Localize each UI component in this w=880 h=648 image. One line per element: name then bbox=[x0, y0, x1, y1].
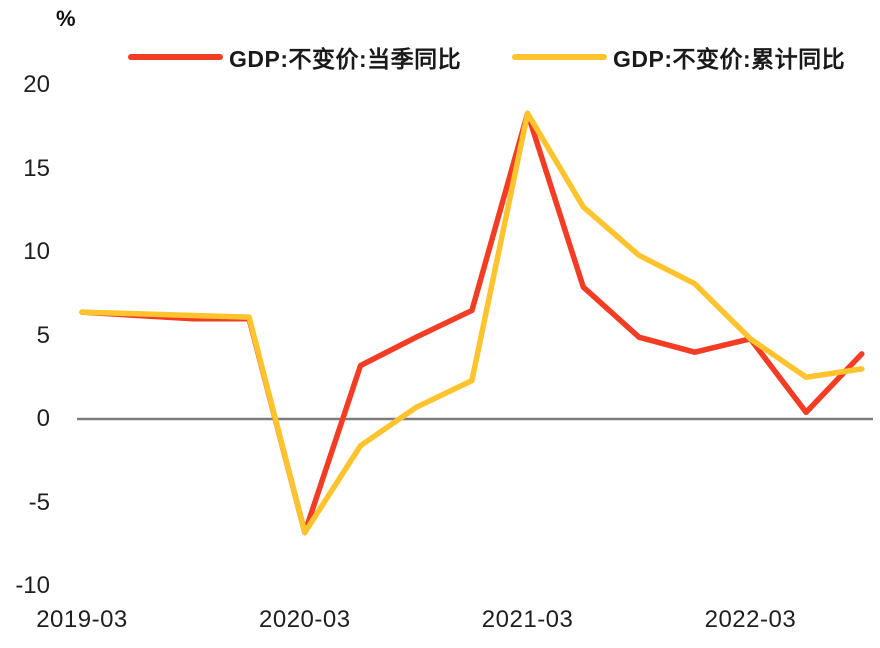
legend-swatch-quarterly bbox=[128, 54, 223, 60]
series-line-quarterly-yoy bbox=[79, 110, 865, 536]
legend-item-quarterly: GDP:不变价:当季同比 bbox=[128, 42, 461, 72]
x-tick-label: 2020-03 bbox=[259, 606, 351, 633]
x-tick-label: 2019-03 bbox=[36, 606, 128, 633]
y-tick-label: 10 bbox=[23, 238, 50, 265]
x-tick-label: 2021-03 bbox=[481, 606, 574, 633]
series-line-cumulative-yoy bbox=[79, 110, 865, 536]
y-tick-label: 15 bbox=[23, 154, 50, 182]
y-tick-label: 0 bbox=[36, 405, 50, 432]
legend-label-quarterly: GDP:不变价:当季同比 bbox=[229, 46, 462, 72]
legend-swatch-cumulative bbox=[512, 54, 607, 60]
chart-legend: GDP:不变价:当季同比 GDP:不变价:累计同比 bbox=[0, 42, 880, 72]
x-tick-label: 2022-03 bbox=[704, 606, 797, 633]
y-tick-label: 5 bbox=[36, 321, 50, 349]
y-tick-label: 20 bbox=[23, 71, 50, 98]
y-tick-label: -5 bbox=[28, 488, 50, 516]
legend-label-cumulative: GDP:不变价:累计同比 bbox=[613, 46, 846, 72]
y-axis-unit-label: % bbox=[56, 6, 76, 31]
y-tick-label: -10 bbox=[15, 572, 50, 599]
legend-item-cumulative: GDP:不变价:累计同比 bbox=[512, 42, 845, 72]
